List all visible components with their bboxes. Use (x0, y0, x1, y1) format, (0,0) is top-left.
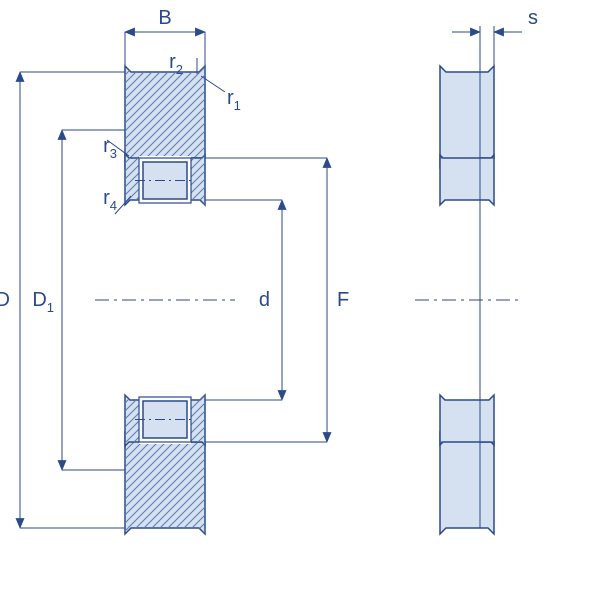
label-s: s (528, 7, 538, 29)
bearing-diagram: DD1dFBsr1r2r3r4 (0, 0, 600, 600)
front-section-view (95, 66, 235, 534)
label-B: B (158, 7, 171, 29)
label-D1: D1 (32, 289, 54, 315)
label-r4: r4 (103, 187, 117, 213)
label-d: d (259, 289, 270, 311)
label-D: D (0, 289, 10, 311)
label-r1: r1 (227, 87, 241, 113)
side-view (415, 66, 519, 534)
label-F: F (337, 289, 349, 311)
label-r3: r3 (103, 135, 117, 161)
